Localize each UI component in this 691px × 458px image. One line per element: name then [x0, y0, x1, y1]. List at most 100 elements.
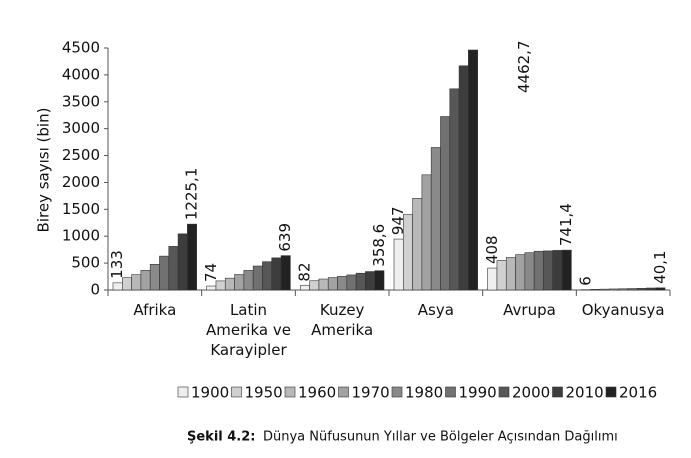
bar [552, 250, 563, 291]
value-label: 133 [108, 250, 126, 279]
bar [224, 277, 235, 291]
bar [374, 270, 385, 291]
value-label: 40,1 [651, 250, 669, 283]
caption-text: Dünya Nüfusunun Yıllar ve Bölgeler Açısı… [263, 430, 618, 445]
bar [112, 282, 123, 291]
bar [300, 285, 310, 291]
bar [655, 287, 666, 291]
bar [280, 255, 291, 291]
bar [468, 49, 478, 291]
bar [618, 288, 629, 291]
bar [206, 285, 217, 291]
legend-label: 1990 [459, 384, 497, 402]
bar [318, 278, 329, 291]
value-label: 408 [483, 235, 501, 264]
y-tick-label: 1500 [62, 200, 100, 218]
bar [636, 288, 647, 291]
bar [346, 274, 357, 291]
legend-swatch [498, 386, 510, 398]
bar [627, 288, 638, 291]
bar [140, 270, 151, 291]
x-tick-label: Latin Amerika ve Karayipler [206, 301, 291, 359]
y-axis-title: Birey sayısı (bin) [35, 108, 53, 233]
bar [262, 261, 273, 291]
caption-label: Şekil 4.2: [187, 430, 256, 445]
bar [177, 233, 188, 291]
legend-label: 1970 [352, 384, 390, 402]
value-label: 741,4 [557, 203, 575, 246]
legend-label: 2010 [566, 384, 604, 402]
bar [449, 88, 460, 291]
value-label: 74 [202, 263, 220, 282]
bar [440, 116, 451, 291]
legend-label: 1980 [405, 384, 443, 402]
legend-label: 2016 [619, 384, 657, 402]
bar [599, 288, 610, 291]
legend-swatch [445, 386, 456, 398]
bar [271, 257, 282, 291]
value-label: 4462,7 [515, 41, 533, 94]
bar [608, 288, 619, 291]
bar [646, 287, 657, 291]
bar [543, 250, 554, 291]
legend-label: 1960 [298, 384, 336, 402]
y-tick-label: 4500 [62, 39, 100, 57]
bar [393, 238, 404, 291]
bar [243, 270, 254, 291]
bar [412, 198, 423, 291]
x-tick-label: Avrupa [503, 301, 556, 319]
y-tick-label: 0 [90, 281, 100, 299]
bar [365, 271, 376, 291]
bar [327, 277, 338, 291]
y-tick-label: 1000 [62, 227, 100, 245]
bar [533, 250, 544, 291]
value-label: 82 [295, 262, 313, 281]
bar [309, 280, 320, 291]
value-label: 358,6 [370, 224, 388, 267]
y-tick-label: 3500 [62, 92, 100, 110]
bar [590, 289, 601, 291]
bar [159, 255, 170, 291]
x-tick-label: Asya [417, 301, 454, 319]
bar [561, 249, 572, 291]
bar [215, 280, 226, 291]
y-tick-label: 3000 [62, 119, 100, 137]
bar [252, 265, 263, 291]
x-tick-label: Kuzey Amerika [311, 301, 374, 339]
y-tick-label: 4000 [62, 65, 100, 83]
bar [168, 246, 179, 291]
value-label: 947 [389, 206, 407, 235]
bar [131, 274, 142, 291]
legend-label: 1900 [191, 384, 229, 402]
legend-swatch [391, 386, 403, 398]
y-tick-label: 500 [71, 254, 100, 272]
value-label: 639 [276, 223, 294, 252]
bar [355, 272, 366, 291]
value-label: 6 [576, 276, 594, 286]
legend-swatch [605, 386, 617, 398]
bar [515, 254, 526, 291]
x-tick-label: Afrika [133, 301, 177, 319]
bar [121, 277, 132, 291]
bar [505, 257, 516, 291]
y-tick-label: 2000 [62, 173, 100, 191]
value-label: 1225,1 [183, 168, 201, 221]
x-tick-label: Okyanusya [581, 301, 665, 319]
bar [487, 267, 498, 291]
legend-swatch [552, 386, 563, 398]
legend-swatch [231, 386, 242, 398]
bar [524, 252, 535, 291]
y-tick-label: 2500 [62, 146, 100, 164]
legend-swatch [338, 386, 349, 398]
bar [234, 274, 245, 291]
bar [149, 263, 160, 291]
bar [187, 223, 197, 291]
legend-label: 2000 [512, 384, 550, 402]
legend-swatch [284, 386, 296, 398]
bar [337, 276, 348, 291]
bar [496, 260, 507, 291]
legend-swatch [177, 386, 189, 398]
bar [430, 147, 441, 291]
